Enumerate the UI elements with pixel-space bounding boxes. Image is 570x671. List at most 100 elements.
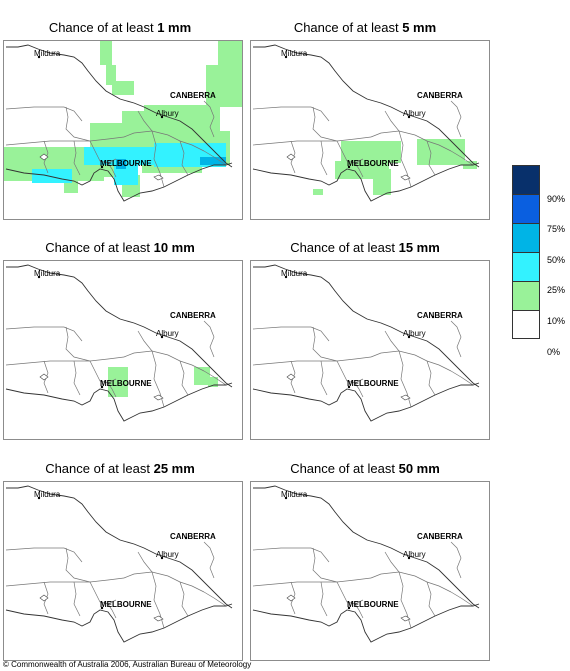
city-marker — [431, 536, 435, 540]
city-label-canberra: CANBERRA — [417, 91, 463, 100]
city-label-mildura: Mildura — [34, 490, 61, 499]
district-boundary — [179, 140, 189, 176]
district-boundary — [73, 140, 81, 176]
district-boundary — [354, 603, 364, 619]
legend-label-10: 10% — [547, 316, 566, 326]
city-label-mildura: Mildura — [281, 490, 308, 499]
coastline — [5, 382, 233, 422]
city-label-albury: Albury — [156, 329, 179, 338]
panel-title-10mm: Chance of at least 10 mm — [0, 240, 240, 256]
city-marker — [431, 95, 435, 99]
district-boundary — [107, 162, 117, 178]
city-marker — [347, 165, 351, 169]
district-boundary — [252, 356, 372, 366]
district-boundary — [426, 360, 436, 396]
city-marker — [284, 496, 288, 500]
district-boundary — [179, 581, 189, 617]
district-boundary — [450, 541, 462, 579]
title-amount: 15 mm — [398, 240, 440, 255]
victoria-map — [252, 44, 480, 202]
probability-patch — [200, 157, 226, 165]
district-boundary — [312, 547, 338, 583]
district-boundary — [203, 541, 215, 579]
district-boundary — [5, 577, 125, 587]
probability-patch — [313, 189, 323, 195]
probability-patch — [194, 367, 210, 385]
probability-patch — [106, 65, 116, 85]
lake — [286, 373, 296, 381]
district-boundary — [450, 370, 474, 386]
district-boundary — [370, 350, 452, 372]
district-boundary — [179, 360, 189, 396]
lake — [153, 615, 164, 622]
district-boundary — [384, 330, 400, 352]
city-label-albury: Albury — [403, 109, 426, 118]
legend-label-90: 90% — [547, 194, 566, 204]
district-boundary — [354, 162, 364, 178]
city-label-canberra: CANBERRA — [170, 311, 216, 320]
legend-label-25: 25% — [547, 285, 566, 295]
lake — [39, 373, 49, 381]
district-boundary — [137, 330, 153, 352]
district-boundary — [89, 360, 117, 384]
district-boundary — [5, 356, 125, 366]
title-prefix: Chance of at least — [45, 240, 154, 255]
probability-patch — [206, 65, 242, 107]
probability-patch — [108, 367, 128, 397]
lake — [153, 174, 164, 181]
city-marker — [407, 556, 411, 560]
city-label-albury: Albury — [403, 329, 426, 338]
title-amount: 50 mm — [398, 461, 440, 476]
city-marker — [184, 95, 188, 99]
lake — [153, 394, 164, 401]
district-boundary — [312, 106, 338, 142]
coastline — [5, 162, 233, 202]
district-boundary — [384, 110, 400, 132]
lake — [39, 594, 49, 602]
district-boundary — [65, 106, 91, 142]
state-border — [253, 44, 480, 168]
city-marker — [184, 315, 188, 319]
legend-label-0: 0% — [547, 347, 561, 357]
victoria-map — [252, 264, 480, 422]
city-label-albury: Albury — [403, 550, 426, 559]
city-marker — [100, 385, 104, 389]
district-boundary — [137, 551, 153, 573]
district-boundary — [252, 577, 372, 587]
city-marker — [100, 165, 104, 169]
legend-swatch-10 — [512, 281, 540, 310]
title-prefix: Chance of at least — [48, 20, 158, 35]
district-boundary — [426, 140, 436, 176]
district-boundary — [5, 547, 83, 563]
lake — [286, 594, 296, 602]
city-marker — [37, 275, 41, 279]
district-boundary — [73, 360, 81, 396]
probability-patch — [84, 147, 174, 165]
city-label-melbourne: MELBOURNE — [100, 159, 152, 168]
state-border — [6, 264, 233, 388]
lake — [400, 174, 411, 181]
map-panel-15mm: Mildura CANBERRA Albury MELBOURNE — [250, 260, 490, 440]
title-amount: 1 mm — [157, 20, 192, 35]
probability-patch — [116, 159, 126, 169]
city-label-albury: Albury — [156, 109, 179, 118]
district-boundary — [320, 581, 328, 617]
district-boundary — [450, 150, 474, 166]
probability-patch — [208, 377, 218, 387]
legend-swatch-75 — [512, 194, 540, 223]
probability-patch — [100, 41, 112, 65]
panel-title-5mm: Chance of at least 5 mm — [245, 20, 485, 36]
city-marker — [100, 606, 104, 610]
district-boundary — [89, 581, 117, 605]
city-marker — [284, 275, 288, 279]
district-boundary — [252, 547, 330, 563]
district-boundary — [107, 603, 117, 619]
city-marker — [184, 536, 188, 540]
district-boundary — [203, 591, 227, 607]
city-label-canberra: CANBERRA — [417, 311, 463, 320]
district-boundary — [5, 136, 125, 146]
coastline — [252, 603, 480, 643]
district-boundary — [203, 100, 215, 138]
district-boundary — [320, 360, 328, 396]
title-prefix: Chance of at least — [293, 20, 403, 35]
